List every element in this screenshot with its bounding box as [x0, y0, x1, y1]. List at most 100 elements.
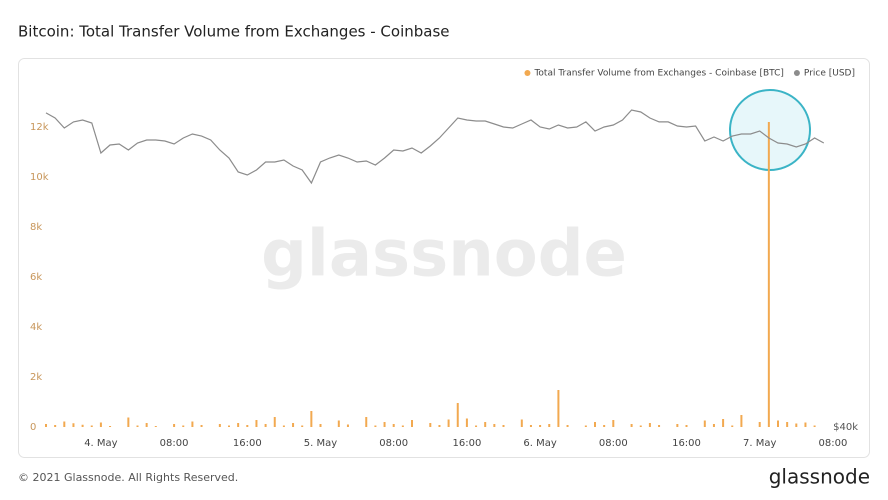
- bar: [255, 420, 258, 427]
- y2-tick-label: $40k: [833, 422, 858, 433]
- x-tick-label: 4. May: [84, 438, 117, 449]
- bar: [493, 424, 496, 427]
- legend-swatch: [793, 70, 800, 76]
- bar: [401, 425, 404, 427]
- bar: [484, 422, 487, 427]
- bar: [529, 425, 532, 427]
- bar: [712, 424, 715, 427]
- bar: [154, 426, 157, 427]
- bar: [685, 425, 688, 427]
- watermark: glassnode: [261, 218, 627, 292]
- bar: [777, 420, 779, 427]
- x-tick-label: 5. May: [304, 438, 337, 449]
- panel: [18, 58, 870, 458]
- bar: [72, 423, 75, 427]
- y-tick-label: 4k: [30, 322, 42, 333]
- bar: [676, 424, 679, 427]
- bar: [731, 425, 734, 427]
- bar: [392, 424, 395, 427]
- bar: [612, 420, 615, 427]
- bar: [365, 417, 368, 427]
- x-tick-label: 16:00: [672, 438, 701, 449]
- price-line: [45, 109, 825, 185]
- bar: [429, 423, 432, 427]
- legend-label: Total Transfer Volume from Exchanges - C…: [533, 69, 783, 79]
- logo: glassnode: [769, 465, 870, 489]
- bar: [127, 417, 130, 427]
- x-tick-label: 08:00: [160, 438, 189, 449]
- bar: [703, 420, 706, 427]
- bar: [45, 424, 47, 427]
- bar: [246, 425, 249, 427]
- bar: [109, 426, 112, 427]
- bar: [804, 422, 807, 427]
- bar: [795, 423, 798, 427]
- bar: [228, 425, 230, 427]
- x-tick-label: 16:00: [452, 438, 481, 449]
- bar: [722, 419, 725, 427]
- bar: [63, 421, 66, 427]
- legend-label: Price [USD]: [804, 69, 855, 79]
- bar: [200, 425, 203, 427]
- bar: [566, 425, 569, 427]
- x-tick-label: 08:00: [818, 438, 847, 449]
- bar: [301, 425, 304, 427]
- bar: [292, 423, 295, 427]
- bar: [594, 422, 596, 427]
- legend: Price [USD] Total Transfer Volume from Ex…: [524, 69, 855, 79]
- bar: [90, 425, 93, 427]
- x-tick-label: 6. May: [523, 438, 556, 449]
- bar: [456, 403, 459, 427]
- bar: [273, 417, 276, 427]
- y-tick-label: 6k: [30, 272, 42, 283]
- bar: [630, 424, 633, 427]
- bar: [740, 415, 743, 427]
- bar: [411, 420, 413, 427]
- bar: [447, 419, 450, 427]
- x-tick-label: 08:00: [379, 438, 408, 449]
- bar: [374, 425, 377, 427]
- bar: [758, 422, 761, 427]
- y-tick-label: 8k: [30, 222, 42, 233]
- bar: [264, 424, 267, 427]
- bar: [237, 423, 240, 427]
- bar: [337, 420, 340, 427]
- y-tick-label: 2k: [30, 372, 42, 383]
- bar: [639, 425, 642, 427]
- bar: [465, 418, 468, 427]
- highlight-circle: [729, 89, 811, 171]
- bar: [383, 422, 386, 427]
- bar: [191, 421, 194, 427]
- bar: [173, 424, 176, 427]
- bar: [182, 425, 185, 427]
- x-tick-label: 16:00: [233, 438, 262, 449]
- bar: [282, 425, 285, 427]
- bar: [136, 425, 139, 427]
- chart-title: Bitcoin: Total Transfer Volume from Exch…: [18, 23, 450, 41]
- y-tick-label: 0: [30, 422, 36, 433]
- bar: [346, 424, 349, 427]
- footer: © 2021 Glassnode. All Rights Reserved.: [18, 471, 238, 484]
- x-tick-label: 7. May: [743, 438, 776, 449]
- y-tick-label: 12k: [30, 122, 49, 133]
- bar: [99, 422, 102, 427]
- bar: [767, 122, 770, 427]
- x-tick-label: 08:00: [599, 438, 628, 449]
- bar: [786, 422, 789, 427]
- bar: [438, 425, 441, 427]
- bar: [502, 425, 505, 427]
- bar: [548, 424, 551, 427]
- legend-swatch: [524, 70, 531, 76]
- bar: [310, 411, 313, 427]
- y-tick-label: 10k: [30, 172, 49, 183]
- bar: [813, 425, 816, 427]
- bar: [81, 424, 84, 427]
- bar: [475, 425, 478, 427]
- bar: [539, 425, 542, 427]
- bar: [218, 424, 221, 427]
- bar: [648, 423, 651, 427]
- bar: [319, 424, 322, 427]
- bar: [54, 425, 57, 427]
- bar: [145, 423, 148, 427]
